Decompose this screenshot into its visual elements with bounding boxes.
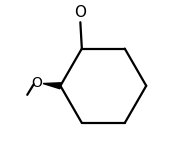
Polygon shape bbox=[43, 83, 61, 89]
Text: O: O bbox=[32, 76, 43, 90]
Text: O: O bbox=[74, 5, 86, 21]
